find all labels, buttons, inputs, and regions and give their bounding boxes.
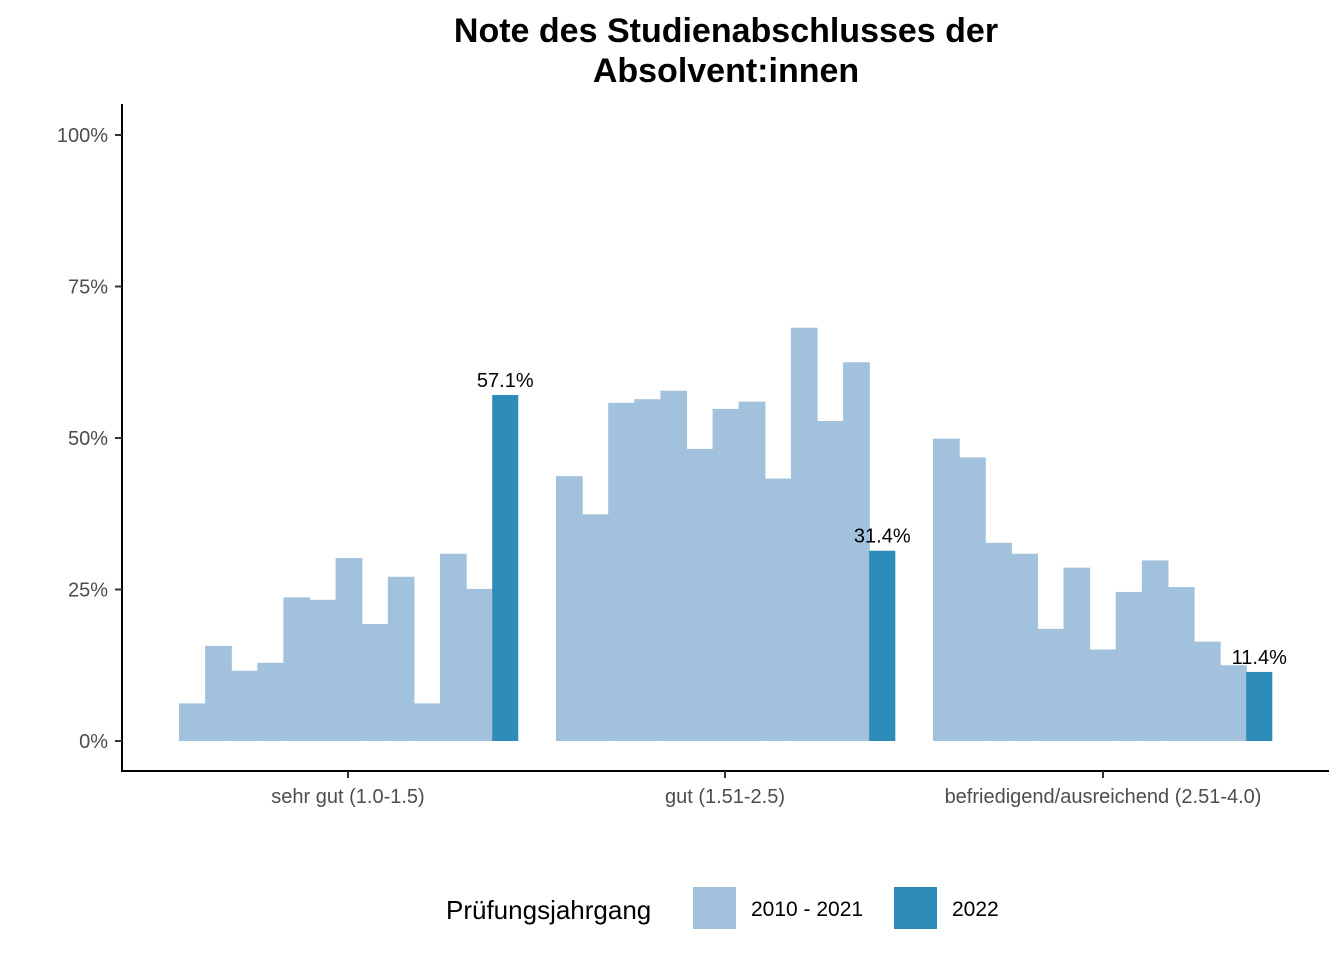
bar-3-hist-5 — [1037, 628, 1065, 741]
bar-1-hist-12 — [466, 588, 493, 741]
bar-3-hist-11 — [1194, 641, 1221, 741]
legend: Prüfungsjahrgang 2010 - 2021 2022 — [446, 887, 999, 929]
bar-3-hist-1 — [933, 438, 960, 741]
bar-3-hist-10 — [1167, 587, 1195, 741]
bar-3-hist-2 — [959, 457, 986, 741]
bar-2-hist-11 — [817, 421, 844, 741]
bar-1-hist-9 — [387, 576, 415, 741]
bar-3-hist-4 — [1011, 553, 1038, 741]
bar-1-hist-1 — [179, 703, 206, 741]
bar-1-hist-8 — [361, 624, 389, 741]
bar-1-hist-11 — [440, 553, 467, 741]
data-label-1: 57.1% — [477, 370, 534, 392]
y-tick-label-0: 0% — [79, 731, 108, 753]
y-tick-label-100: 100% — [57, 125, 108, 147]
y-tick-label-75: 75% — [68, 277, 108, 299]
bar-2-hist-9 — [764, 478, 792, 741]
bar-1-hist-4 — [257, 662, 284, 741]
bar-2-hist-8 — [738, 401, 766, 741]
bar-3-hist-12 — [1220, 665, 1247, 741]
bar-3-hist-7 — [1089, 649, 1117, 741]
bar-1-current — [492, 394, 519, 741]
data-label-3: 11.4% — [1232, 647, 1287, 669]
bar-2-hist-2 — [582, 514, 609, 741]
x-tick-label-3: befriedigend/ausreichend (2.51-4.0) — [945, 786, 1262, 808]
bar-2-current — [869, 550, 896, 741]
bars-layer — [179, 327, 1273, 741]
bar-1-hist-2 — [205, 645, 232, 741]
chart-title: Note des Studienabschlusses der Absolven… — [454, 12, 998, 90]
bar-3-hist-6 — [1063, 567, 1091, 741]
y-tick-label-50: 50% — [68, 428, 108, 450]
legend-label-2: 2022 — [952, 898, 999, 921]
bar-2-hist-6 — [686, 448, 714, 741]
bar-1-hist-10 — [413, 703, 441, 741]
bar-3-current — [1246, 671, 1273, 741]
legend-label-1: 2010 - 2021 — [751, 898, 863, 921]
bar-2-hist-1 — [556, 476, 583, 741]
axes-layer: 0% 25% 50% 75% 100% sehr gut (1.0-1.5) gut (1.… — [57, 104, 1329, 808]
bar-2-hist-10 — [790, 327, 818, 741]
chart-title-line-2: Absolvent:innen — [593, 52, 859, 90]
legend-key-2 — [894, 887, 937, 929]
bar-1-hist-5 — [283, 597, 311, 741]
bar-2-hist-4 — [634, 399, 661, 741]
legend-key-1 — [693, 887, 736, 929]
bar-2-hist-3 — [608, 402, 635, 741]
x-tick-label-1: sehr gut (1.0-1.5) — [271, 786, 424, 808]
bar-1-hist-6 — [309, 599, 337, 741]
bar-2-hist-7 — [712, 408, 740, 741]
bar-3-hist-9 — [1141, 560, 1169, 741]
data-labels-layer: 57.1% 31.4% 11.4% — [477, 370, 1287, 669]
bar-2-hist-12 — [843, 362, 870, 741]
chart-title-line-1: Note des Studienabschlusses der — [454, 12, 998, 50]
y-tick-label-25: 25% — [68, 580, 108, 602]
bar-1-hist-3 — [231, 670, 258, 741]
bar-3-hist-3 — [985, 542, 1012, 741]
legend-title: Prüfungsjahrgang — [446, 895, 651, 925]
x-tick-label-2: gut (1.51-2.5) — [665, 786, 785, 808]
bar-3-hist-8 — [1115, 591, 1143, 741]
data-label-2: 31.4% — [854, 526, 911, 548]
bar-1-hist-7 — [335, 557, 363, 741]
bar-2-hist-5 — [660, 390, 688, 741]
